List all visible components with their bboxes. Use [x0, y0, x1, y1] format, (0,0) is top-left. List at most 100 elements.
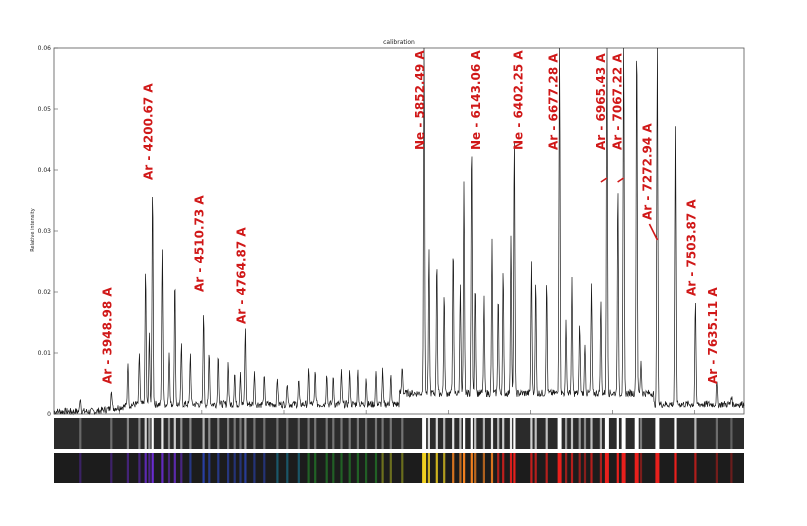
color-strip: [54, 453, 744, 483]
grayscale-line: [578, 418, 581, 449]
color-line: [202, 453, 205, 483]
grayscale-line: [365, 418, 368, 449]
grayscale-line: [148, 418, 151, 449]
grayscale-line: [356, 418, 359, 449]
grayscale-line: [463, 418, 466, 449]
grayscale-line: [325, 418, 328, 449]
grayscale-line: [173, 418, 176, 449]
grayscale-strip: [54, 418, 744, 449]
color-line: [634, 453, 639, 483]
grayscale-line: [161, 418, 164, 449]
color-line: [227, 453, 230, 483]
grayscale-line: [297, 418, 300, 449]
color-line: [570, 453, 574, 483]
color-line: [655, 453, 660, 483]
grayscale-line: [474, 418, 477, 449]
grayscale-line: [374, 418, 378, 449]
color-line: [314, 453, 317, 483]
grayscale-line: [427, 418, 430, 449]
y-tick-label: 0.03: [38, 228, 52, 235]
grayscale-line: [616, 418, 619, 449]
grayscale-line: [452, 418, 455, 449]
color-line: [452, 453, 455, 483]
grayscale-line: [639, 418, 643, 449]
grayscale-line: [565, 418, 568, 449]
color-line: [443, 453, 446, 483]
annotation-label: Ar - 4764.87 A: [234, 227, 248, 324]
color-line: [616, 453, 619, 483]
color-line: [513, 453, 516, 483]
color-line: [138, 453, 141, 483]
y-tick-label: 0: [47, 411, 51, 418]
grayscale-line: [138, 418, 141, 449]
color-line: [565, 453, 568, 483]
color-line: [470, 453, 473, 483]
color-line: [497, 453, 500, 483]
color-line: [459, 453, 462, 483]
plot-frame: [53, 47, 745, 415]
color-line: [381, 453, 384, 483]
grayscale-line: [286, 418, 289, 449]
y-axis-label: Relative intensity: [30, 208, 36, 251]
annotation-label: Ar - 6677.28 A: [547, 53, 561, 150]
annotation-leader: [648, 223, 659, 241]
color-line: [694, 453, 697, 483]
color-lines: [79, 453, 733, 483]
grayscale-line: [314, 418, 317, 449]
color-line: [530, 453, 533, 483]
color-line: [151, 453, 154, 483]
grayscale-line: [621, 418, 626, 449]
grayscale-line: [443, 418, 446, 449]
grayscale-line: [730, 418, 733, 449]
grayscale-line: [340, 418, 343, 449]
grayscale-line: [79, 418, 82, 449]
grayscale-line: [590, 418, 593, 449]
color-line: [253, 453, 256, 483]
grayscale-line: [530, 418, 533, 449]
y-tick-label: 0.06: [38, 45, 52, 52]
color-line: [325, 453, 328, 483]
grayscale-line: [217, 418, 220, 449]
color-line: [356, 453, 359, 483]
grayscale-line: [144, 418, 147, 449]
color-line: [621, 453, 626, 483]
color-line: [502, 453, 505, 483]
grayscale-line: [497, 418, 500, 449]
grayscale-line: [227, 418, 230, 449]
annotation-label: Ar - 7635.11 A: [706, 287, 720, 384]
color-line: [167, 453, 171, 483]
color-line: [401, 453, 404, 483]
color-line: [583, 453, 587, 483]
grayscale-line: [189, 418, 192, 449]
color-line: [340, 453, 343, 483]
grayscale-line: [167, 418, 171, 449]
color-line: [233, 453, 236, 483]
color-line: [217, 453, 220, 483]
annotation-leaders: [600, 177, 659, 241]
annotation-leader: [617, 177, 625, 183]
grayscale-line: [422, 418, 427, 449]
color-line: [374, 453, 378, 483]
color-line: [578, 453, 581, 483]
grayscale-line: [674, 418, 677, 449]
grayscale-line: [233, 418, 236, 449]
grayscale-line: [263, 418, 266, 449]
color-line: [276, 453, 279, 483]
grayscale-line: [389, 418, 392, 449]
annotation-label: Ar - 7067.22 A: [611, 53, 625, 150]
grayscale-line: [482, 418, 485, 449]
annotation-label: Ar - 3948.98 A: [100, 287, 114, 384]
color-line: [307, 453, 310, 483]
y-tick-label: 0.05: [38, 106, 52, 113]
color-line: [715, 453, 718, 483]
grayscale-line: [459, 418, 462, 449]
color-line: [144, 453, 147, 483]
annotation-label: Ne - 6143.06 A: [469, 50, 483, 150]
annotation-label: Ne - 6402.25 A: [511, 50, 525, 150]
grayscale-line: [604, 418, 609, 449]
color-line: [599, 453, 602, 483]
grayscale-line: [557, 418, 562, 449]
grayscale-line: [545, 418, 548, 449]
color-line: [435, 453, 438, 483]
annotation-label: Ar - 6965.43 A: [594, 53, 608, 150]
